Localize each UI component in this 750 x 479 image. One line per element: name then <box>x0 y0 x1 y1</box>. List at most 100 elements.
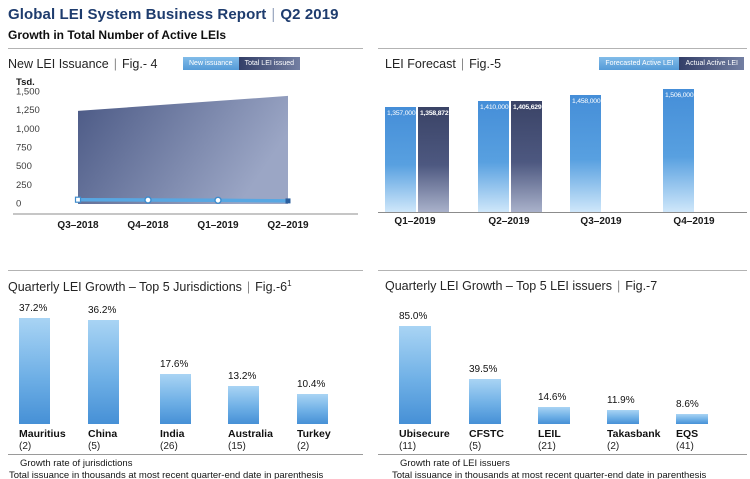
fig6-number: Fig.-6 <box>255 280 288 295</box>
bar-value-label: 1,358,872 <box>420 110 449 117</box>
legend-fig5: Forecasted Active LEI Actual Active LEI <box>599 57 744 70</box>
forecast-bar: 1,458,000 <box>570 95 601 212</box>
category-label: EQS <box>676 428 699 440</box>
category-count: (15) <box>228 441 246 452</box>
x-axis-label: Q4–2019 <box>673 216 715 227</box>
bar-percent-label: 37.2% <box>19 303 48 314</box>
bar-percent-label: 11.9% <box>607 395 635 406</box>
fig7-title-pipe: | <box>616 279 621 293</box>
fig6-footnote-marker: 1 <box>287 279 292 288</box>
panel-title-fig4: New LEI Issuance | Fig.- 4 <box>8 57 157 71</box>
fig6-title-text: Quarterly LEI Growth – Top 5 Jurisdictio… <box>8 280 242 295</box>
percent-bar <box>160 374 191 424</box>
percent-bar <box>607 410 639 424</box>
category-count: (5) <box>88 441 101 452</box>
x-axis-line <box>378 212 747 213</box>
x-axis-label: Q3–2019 <box>580 216 622 227</box>
bar-percent-label: 39.5% <box>469 364 498 375</box>
panel-title-fig7: Quarterly LEI Growth – Top 5 LEI issuers… <box>385 279 657 293</box>
panel-top5-lei-issuers: Quarterly LEI Growth – Top 5 LEI issuers… <box>378 270 747 479</box>
bar-value-label: 1,458,000 <box>572 98 601 105</box>
actual-bar: 1,358,872 <box>418 107 449 212</box>
bar-percent-label: 85.0% <box>399 311 428 322</box>
x-axis-label: Q1–2019 <box>197 220 239 231</box>
y-axis-tick: 0 <box>16 199 21 210</box>
x-axis-label: Q4–2018 <box>127 220 169 231</box>
report-header: Global LEI System Business Report | Q2 201… <box>8 6 339 42</box>
bar-percent-label: 13.2% <box>228 371 257 382</box>
category-label: Takasbank <box>607 428 661 440</box>
percent-bar <box>88 320 119 424</box>
line-marker-square <box>74 196 82 203</box>
category-label: LEIL <box>538 428 561 440</box>
line-marker-square-filled <box>285 198 291 204</box>
percent-bar <box>469 379 501 424</box>
line-marker-circle <box>214 196 222 205</box>
title-separator: | <box>271 6 276 23</box>
footnote-divider-left <box>8 454 363 455</box>
fig4-svg: Tsd.1,500 1,250 1,000 750 500 250 0 Q3–2018 Q4–2… <box>13 77 358 231</box>
legend-forecasted-active-lei: Forecasted Active LEI <box>599 57 680 70</box>
bar-value-label: 1,405,629 <box>513 104 542 111</box>
category-count: (41) <box>676 441 694 452</box>
fig4-number: Fig.- 4 <box>122 57 158 71</box>
issuers-chart: 85.0% Ubisecure (11) 39.5% CFSTC (5) 14.6% LEIL… <box>378 301 747 459</box>
footnote-jurisdictions-2: Total issuance in thousands at most rece… <box>9 470 324 479</box>
category-count: (2) <box>297 441 310 452</box>
bar-value-label: 1,357,000 <box>387 110 416 117</box>
y-axis-tick: 250 <box>16 180 32 191</box>
page-subtitle: Growth in Total Number of Active LEIs <box>8 28 227 42</box>
bar-percent-label: 10.4% <box>297 379 326 390</box>
category-count: (26) <box>160 441 178 452</box>
fig5-number: Fig.-5 <box>469 57 502 71</box>
page-title: Global LEI System Business Report | Q2 201… <box>8 6 339 23</box>
category-count: (11) <box>399 441 417 452</box>
category-label: Australia <box>228 428 273 440</box>
percent-bar <box>297 394 328 424</box>
y-axis-tick: 1,500 <box>16 87 40 98</box>
category-label: Ubisecure <box>399 428 450 440</box>
legend-new-issuance: New issuance <box>183 57 239 70</box>
bar-percent-label: 14.6% <box>538 392 567 403</box>
category-label: CFSTC <box>469 428 504 440</box>
footnote-jurisdictions-1: Growth rate of jurisdictions <box>20 458 133 469</box>
x-axis-label: Q1–2019 <box>394 216 436 227</box>
y-axis-unit: Tsd. <box>16 77 35 88</box>
y-axis-tick: 1,250 <box>16 105 40 116</box>
x-axis-label: Q3–2018 <box>57 220 99 231</box>
percent-bar <box>228 386 259 424</box>
category-count: (2) <box>607 441 620 452</box>
new-issuance-chart: Tsd. 1,500 1,250 1,000 750 500 250 0 Q3–2018 Q4–2… <box>8 71 363 239</box>
bar-percent-label: 17.6% <box>160 359 189 370</box>
fig5-title-text: LEI Forecast <box>385 57 456 71</box>
x-axis-label: Q2–2019 <box>267 220 309 231</box>
category-label: India <box>160 428 185 440</box>
category-label: Turkey <box>297 428 331 440</box>
forecast-chart: 1,357,000 1,358,872 Q1–2019 1,410,000 1,405,… <box>378 75 747 235</box>
new-issuance-line <box>77 197 289 203</box>
total-lei-issued-area <box>78 95 288 204</box>
category-label: Mauritius <box>19 428 66 440</box>
y-axis-tick: 750 <box>16 143 32 154</box>
legend-fig4: New issuance Total LEI issued <box>183 57 300 70</box>
panel-lei-forecast: LEI Forecast | Fig.-5 Forecasted Active LE… <box>378 48 747 271</box>
y-axis-tick: 1,000 <box>16 124 40 135</box>
forecast-bar: 1,357,000 <box>385 107 416 212</box>
line-marker-circle <box>144 196 152 204</box>
fig7-title-text: Quarterly LEI Growth – Top 5 LEI issuers <box>385 279 612 293</box>
panel-new-lei-issuance: New LEI Issuance | Fig.- 4 New issuance To… <box>8 48 363 271</box>
category-label: China <box>88 428 118 440</box>
category-count: (21) <box>538 441 556 452</box>
y-axis-tick: 500 <box>16 161 32 172</box>
panel-title-fig6: Quarterly LEI Growth – Top 5 Jurisdictio… <box>8 279 292 294</box>
category-count: (5) <box>469 441 482 452</box>
forecast-bar: 1,506,000 <box>663 89 694 212</box>
percent-bar <box>399 326 431 424</box>
fig4-title-pipe: | <box>113 57 117 71</box>
page-title-period: Q2 2019 <box>280 6 339 23</box>
panel-title-fig5: LEI Forecast | Fig.-5 <box>385 57 501 71</box>
page-title-main: Global LEI System Business Report <box>8 6 267 23</box>
fig5-title-pipe: | <box>460 57 465 71</box>
fig7-number: Fig.-7 <box>625 279 658 293</box>
